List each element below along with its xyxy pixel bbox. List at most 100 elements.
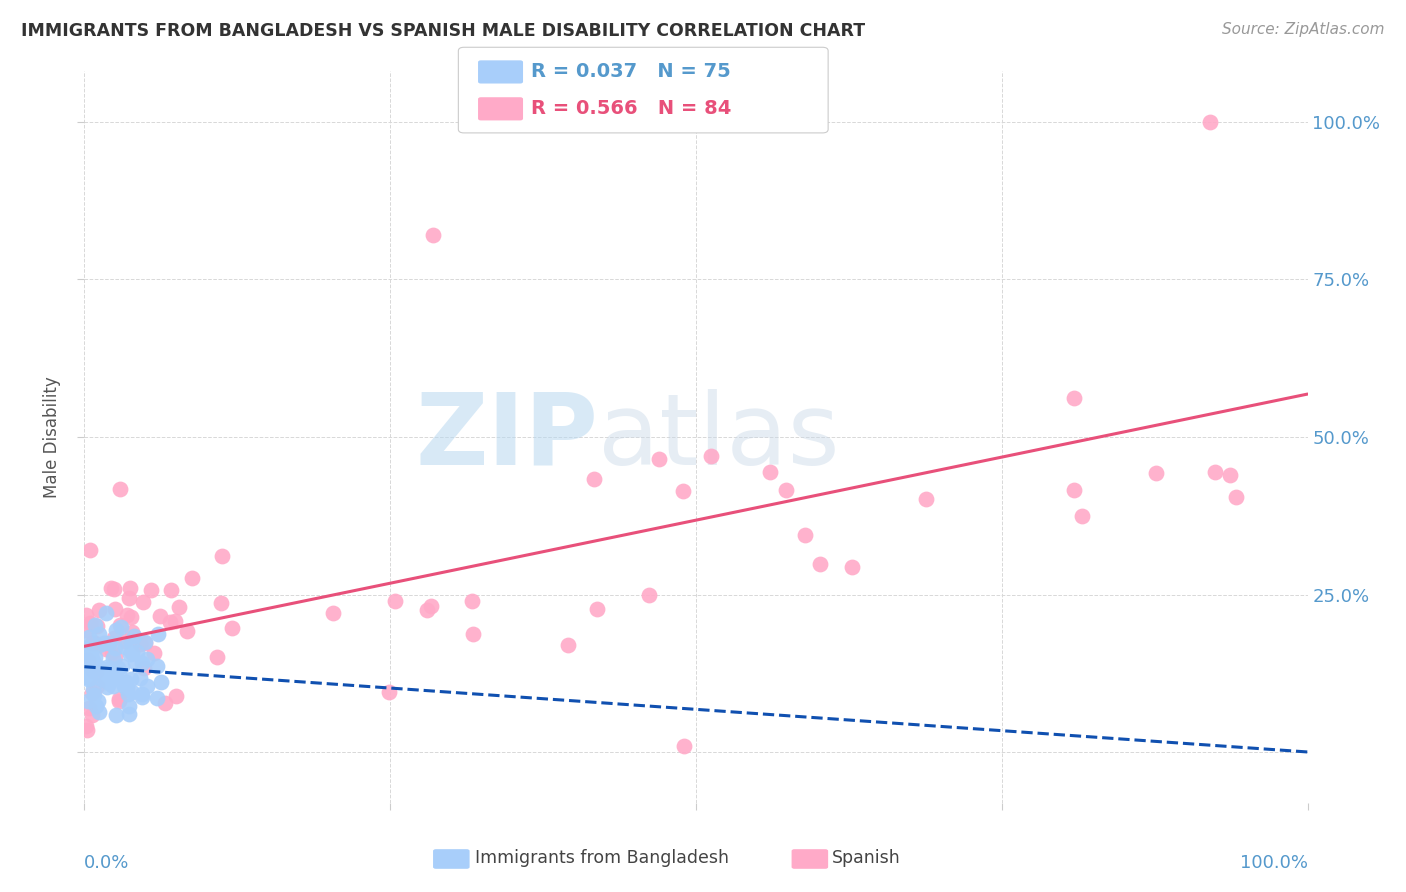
Text: Immigrants from Bangladesh: Immigrants from Bangladesh: [475, 849, 730, 867]
Point: [83, 617, 105, 632]
Point: [841, 560, 863, 574]
Point: [131, 656, 153, 670]
Point: [108, 668, 131, 682]
Text: IMMIGRANTS FROM BANGLADESH VS SPANISH MALE DISABILITY CORRELATION CHART: IMMIGRANTS FROM BANGLADESH VS SPANISH MA…: [21, 22, 865, 40]
Text: Source: ZipAtlas.com: Source: ZipAtlas.com: [1222, 22, 1385, 37]
Point: [80, 657, 103, 671]
Point: [104, 640, 127, 655]
Text: 100.0%: 100.0%: [1240, 854, 1308, 872]
Point: [118, 698, 141, 713]
Point: [121, 646, 143, 660]
Point: [94, 673, 117, 687]
Point: [165, 689, 187, 703]
Point: [110, 482, 132, 496]
Point: [136, 680, 159, 694]
Point: [1219, 467, 1241, 482]
Point: [82, 665, 104, 679]
Point: [115, 681, 138, 696]
Point: [139, 582, 162, 597]
Point: [672, 739, 695, 753]
Point: [110, 620, 132, 634]
Point: [124, 629, 146, 643]
Point: [205, 649, 228, 664]
Point: [77, 700, 100, 714]
Point: [96, 680, 118, 694]
Text: atlas: atlas: [598, 389, 839, 485]
Point: [125, 645, 148, 659]
Point: [131, 690, 153, 704]
Point: [114, 634, 136, 648]
Point: [80, 708, 103, 723]
Point: [104, 666, 127, 681]
Point: [775, 483, 797, 497]
Point: [103, 651, 125, 665]
Point: [120, 647, 142, 661]
Text: 0.0%: 0.0%: [84, 854, 129, 872]
Point: [87, 694, 110, 708]
Point: [98, 676, 121, 690]
Point: [165, 614, 187, 628]
Point: [378, 685, 401, 699]
Point: [118, 706, 141, 721]
Point: [143, 646, 166, 660]
Point: [103, 582, 125, 597]
Point: [794, 527, 817, 541]
Point: [104, 650, 127, 665]
Point: [136, 651, 159, 665]
Point: [80, 636, 103, 650]
Point: [167, 600, 190, 615]
Point: [209, 596, 232, 610]
Point: [89, 627, 111, 641]
Text: Spanish: Spanish: [832, 849, 901, 867]
Point: [97, 636, 120, 650]
Point: [121, 685, 143, 699]
Point: [79, 615, 101, 630]
Point: [103, 631, 125, 645]
Point: [134, 636, 156, 650]
Point: [807, 115, 830, 129]
Point: [87, 705, 110, 719]
Point: [153, 696, 176, 710]
Point: [117, 591, 139, 606]
Point: [79, 653, 101, 667]
Point: [104, 602, 127, 616]
Point: [86, 619, 108, 633]
Point: [700, 449, 723, 463]
Point: [110, 659, 132, 673]
Point: [211, 549, 233, 563]
Point: [1063, 391, 1085, 405]
Point: [146, 627, 169, 641]
Point: [83, 649, 105, 664]
Point: [131, 687, 153, 701]
Point: [672, 484, 695, 499]
Point: [129, 671, 152, 685]
Point: [89, 638, 111, 652]
Point: [1146, 467, 1168, 481]
Point: [108, 618, 131, 632]
Point: [94, 606, 117, 620]
Point: [176, 624, 198, 638]
Point: [759, 465, 782, 479]
Point: [82, 654, 104, 668]
Point: [103, 679, 125, 693]
Point: [1225, 490, 1247, 504]
Point: [148, 609, 170, 624]
Point: [79, 671, 101, 685]
Point: [120, 637, 142, 651]
Point: [915, 492, 938, 507]
Point: [422, 228, 444, 243]
Point: [75, 657, 97, 671]
Y-axis label: Male Disability: Male Disability: [44, 376, 62, 498]
Point: [75, 640, 97, 655]
Point: [89, 671, 111, 685]
Point: [150, 674, 173, 689]
Text: R = 0.566   N = 84: R = 0.566 N = 84: [531, 99, 733, 119]
Point: [84, 699, 107, 714]
Point: [79, 665, 101, 679]
Point: [1063, 483, 1085, 498]
Point: [160, 583, 183, 598]
Point: [105, 671, 128, 685]
Point: [104, 624, 127, 638]
Point: [83, 688, 105, 702]
Point: [98, 660, 121, 674]
